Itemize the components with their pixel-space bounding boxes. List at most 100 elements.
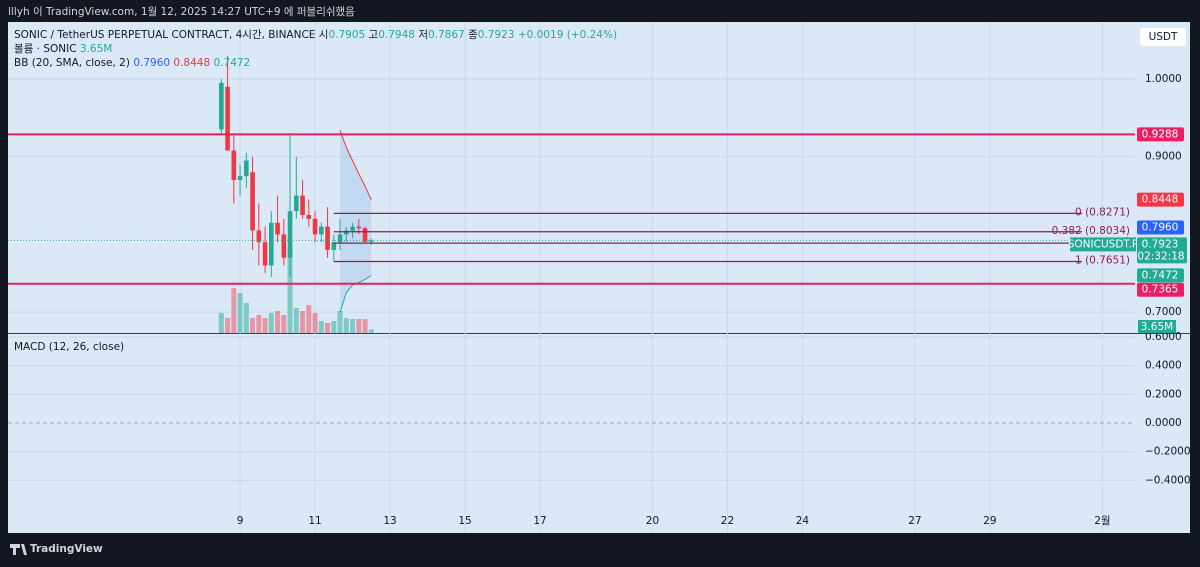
x-tick-label: 9 [237,515,244,527]
symbol: SONIC / TetherUS PERPETUAL CONTRACT, 4시간… [14,29,315,41]
plot: 9 11 13 15 17 20 22 24 27 29 2월 1.0000 0.9000 0.7000 0… [8,22,1191,533]
volume-bar [225,318,231,333]
volume-bar [368,329,374,333]
volume-bar [250,318,256,333]
volume-bar [287,248,293,333]
candle-body [237,176,243,181]
open-label: 시 [319,29,329,41]
price-badge [1137,127,1184,142]
last-price-symbol-bg [1070,237,1136,252]
volume-bar [325,323,331,333]
x-tick-label: 13 [383,515,396,527]
volume-bar [356,319,362,333]
candle-body [244,160,249,177]
volume-bar [237,293,243,333]
candle-body [356,226,362,229]
volume-bar [300,311,306,333]
x-tick-label: 22 [721,515,734,527]
candle-body [225,86,230,151]
x-tick-label: 29 [983,515,996,527]
candle-body [219,82,224,130]
volume-bar [275,311,281,333]
candle-body [287,211,293,258]
close-label: 종 [468,29,478,41]
bb-upper: 0.8448 [173,57,210,69]
price-badge-label: 0.7472 [1142,269,1179,281]
open: 0.7905 [328,29,365,41]
legend-volume: 볼륨 · SONIC 3.65M [14,43,112,55]
last-price-label: 0.7923 [1142,238,1179,250]
volume: 3.65M [80,43,112,55]
price-badge-label: 0.8448 [1142,194,1179,206]
x-tick-label: 20 [646,515,659,527]
macd-tick-label: 0.0000 [1145,417,1182,429]
currency-button-label: USDT [1149,31,1178,43]
last-price-badge [1137,237,1187,264]
candle-body [343,230,349,235]
candle-body [325,226,330,250]
x-tick-label: 15 [458,515,471,527]
volume-bar [262,318,268,333]
candle-body [312,218,318,235]
bb-fill [340,130,372,313]
volume-bar [218,313,224,333]
legend-symbol: SONIC / TetherUS PERPETUAL CONTRACT, 4시간… [14,29,617,41]
volume-bar [312,313,318,333]
x-tick-label: 2월 [1094,515,1110,527]
bb-lower: 0.7472 [214,57,251,69]
volume-bar [281,315,287,333]
high: 0.7948 [378,29,415,41]
fib-label: 1 (0.7651) [1075,255,1130,267]
volume-bar [293,308,299,333]
macd-tick-label: 0.6000 [1145,331,1182,343]
x-tick-label: 17 [533,515,546,527]
x-tick-label: 24 [796,515,810,527]
macd-tick-label: 0.4000 [1145,360,1182,372]
currency-button[interactable] [1140,28,1186,46]
price-badge-label: 0.9288 [1142,128,1179,140]
logo-icon [10,544,27,555]
chart-area [8,22,1190,533]
candle-body [306,214,312,219]
candle-body [331,242,337,250]
publisher: lllyh 이 TradingView.com, 1월 12, 2025 14:… [8,6,355,18]
candle-body [231,150,237,181]
legend-bb: BB (20, SMA, close, 2) 0.7960 0.8448 0.7… [14,57,250,69]
candle-body [368,240,374,242]
macd-tick-label: 0.2000 [1145,388,1182,400]
fib-label: 0.382 (0.8034) [1052,225,1130,237]
volume-badge-label: 3.65M [1141,321,1173,333]
y-tick-label: 1.0000 [1145,73,1182,85]
last-price-symbol: SONICUSDT.P [1068,238,1139,250]
candle-body [275,222,280,235]
price-badge [1137,220,1184,235]
macd-tick-label: −0.2000 [1145,446,1191,458]
volume-badge [1138,320,1176,333]
volume-bar [350,319,356,333]
high-label: 고 [369,29,379,41]
x-tick-label: 27 [908,515,921,527]
x-tick-label: 11 [308,515,321,527]
change: +0.0019 (+0.24%) [518,29,617,41]
price-badge-label: 0.7365 [1142,284,1179,296]
macd-tick-label: −0.4000 [1145,474,1191,486]
low: 0.7867 [428,29,465,41]
volume-bar [256,315,262,333]
candle-body [362,228,368,242]
volume-bar [243,303,249,333]
candle-body [337,234,343,243]
y-tick-label: 0.9000 [1145,151,1182,163]
logo: TradingView [30,543,103,555]
price-badge-label: 0.7960 [1142,222,1179,234]
candle-body [319,226,324,235]
bb-name: BB (20, SMA, close, 2) [14,57,130,69]
fib-label: 0 (0.8271) [1075,206,1130,218]
bb-upper-line [339,130,372,200]
close: 0.7923 [478,29,515,41]
low-label: 저 [418,29,428,41]
candle-body [269,222,274,266]
bb-basis: 0.7960 [133,57,170,69]
volume-bar [231,288,237,333]
price-badge [1137,282,1184,297]
